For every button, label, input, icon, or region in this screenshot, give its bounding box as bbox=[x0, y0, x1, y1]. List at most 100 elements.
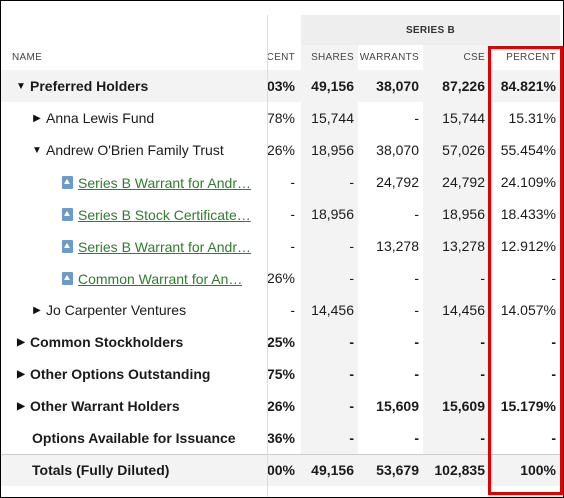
name-cell: Common Warrant for An… bbox=[1, 262, 267, 294]
row-totals: Totals (Fully Diluted) 00% 49,156 53,679… bbox=[1, 454, 563, 487]
row-preferred-holders[interactable]: ▼ Preferred Holders 03% 49,156 38,070 87,… bbox=[1, 70, 563, 102]
name-cell: Options Available for Issuance bbox=[1, 422, 267, 454]
percent-cell: 14.057% bbox=[500, 302, 556, 318]
row-label: Jo Carpenter Ventures bbox=[46, 302, 187, 318]
percent-prev-cell: 26% bbox=[267, 398, 295, 414]
row-jo-carpenter-ventures[interactable]: ▶ Jo Carpenter Ventures - 14,456 - 14,456… bbox=[1, 294, 563, 326]
percent-cell: 15.31% bbox=[508, 110, 556, 126]
row-label: Andrew O'Brien Family Trust bbox=[46, 142, 224, 158]
percent-prev-cell: 26% bbox=[267, 142, 295, 158]
name-cell: ▶ Common Stockholders bbox=[1, 326, 267, 358]
caret-right-icon[interactable]: ▶ bbox=[33, 305, 41, 317]
caret-right-icon[interactable]: ▶ bbox=[33, 113, 41, 125]
row-other-options-outstanding[interactable]: ▶ Other Options Outstanding 75% - - - - bbox=[1, 358, 563, 390]
caret-down-icon[interactable]: ▼ bbox=[16, 81, 26, 93]
percent-cell: 24.109% bbox=[500, 174, 556, 190]
shares-cell: - bbox=[301, 326, 358, 358]
row-label: Common Stockholders bbox=[30, 334, 184, 350]
warrants-cell: - bbox=[414, 302, 419, 318]
shares-cell: - bbox=[301, 422, 358, 454]
warrants-cell: - bbox=[414, 110, 419, 126]
document-upload-icon bbox=[62, 271, 73, 285]
cse-cell: 15,744 bbox=[423, 102, 489, 134]
warrants-cell: - bbox=[414, 334, 419, 350]
row-label: Preferred Holders bbox=[30, 78, 149, 94]
shares-cell: 15,744 bbox=[301, 102, 358, 134]
row-series-b-warrant-2: Series B Warrant for Andr… - - 13,278 13… bbox=[1, 230, 563, 262]
name-cell: ▶ Other Warrant Holders bbox=[1, 390, 267, 422]
shares-cell: - bbox=[301, 358, 358, 390]
cse-cell: 15,609 bbox=[423, 390, 489, 422]
security-link[interactable]: Series B Warrant for Andr… bbox=[78, 175, 251, 192]
percent-cell: - bbox=[551, 366, 556, 382]
caret-right-icon[interactable]: ▶ bbox=[17, 401, 25, 413]
percent-cell: 15.179% bbox=[500, 398, 556, 414]
shares-cell: 18,956 bbox=[301, 198, 358, 230]
warrants-cell: 15,609 bbox=[376, 398, 419, 414]
warrants-cell: - bbox=[414, 430, 419, 446]
row-series-b-stock-certificate: Series B Stock Certificate… - 18,956 - 1… bbox=[1, 198, 563, 230]
shares-cell: 49,156 bbox=[301, 455, 358, 486]
col-header-cse[interactable]: CSE bbox=[423, 45, 489, 70]
frozen-column-divider bbox=[267, 15, 268, 497]
security-link[interactable]: Series B Warrant for Andr… bbox=[78, 239, 251, 256]
row-common-stockholders[interactable]: ▶ Common Stockholders 25% - - - - bbox=[1, 326, 563, 358]
name-cell: ▶ Jo Carpenter Ventures bbox=[1, 294, 267, 326]
warrants-cell: 24,792 bbox=[376, 174, 419, 190]
col-header-percent[interactable]: PERCENT bbox=[506, 52, 556, 63]
percent-prev-cell: - bbox=[290, 302, 295, 318]
percent-prev-cell: 03% bbox=[267, 70, 301, 102]
shares-cell: - bbox=[301, 262, 358, 294]
row-other-warrant-holders[interactable]: ▶ Other Warrant Holders 26% - 15,609 15,6… bbox=[1, 390, 563, 422]
caret-right-icon[interactable]: ▶ bbox=[17, 337, 25, 349]
cse-cell: 57,026 bbox=[423, 134, 489, 166]
percent-prev-cell: 78% bbox=[267, 110, 295, 126]
col-header-name[interactable]: NAME bbox=[12, 52, 43, 63]
percent-prev-cell: - bbox=[290, 174, 295, 190]
cse-cell: 24,792 bbox=[423, 166, 489, 198]
security-link[interactable]: Common Warrant for An… bbox=[78, 271, 243, 288]
percent-cell: - bbox=[551, 270, 556, 286]
shares-cell: 14,456 bbox=[301, 294, 358, 326]
percent-prev-cell: 36% bbox=[267, 430, 295, 446]
warrants-cell: - bbox=[414, 206, 419, 222]
cse-cell: - bbox=[423, 422, 489, 454]
column-header-row: NAME CENT SHARES WARRANTS CSE PERCENT bbox=[1, 45, 563, 70]
shares-cell: 49,156 bbox=[301, 70, 358, 102]
shares-cell: - bbox=[301, 230, 358, 262]
warrants-cell: - bbox=[414, 270, 419, 286]
name-cell: ▶ Other Options Outstanding bbox=[1, 358, 267, 390]
document-upload-icon bbox=[62, 175, 73, 189]
cse-cell: - bbox=[423, 326, 489, 358]
row-andrew-obrien-family-trust[interactable]: ▼ Andrew O'Brien Family Trust 26% 18,956 … bbox=[1, 134, 563, 166]
shares-cell: 18,956 bbox=[301, 134, 358, 166]
percent-prev-cell: - bbox=[290, 238, 295, 254]
name-cell: ▶ Anna Lewis Fund bbox=[1, 102, 267, 134]
percent-cell: 12.912% bbox=[500, 238, 556, 254]
name-cell: ▼ Preferred Holders bbox=[1, 70, 267, 102]
col-header-percent-prev[interactable]: CENT bbox=[267, 52, 295, 63]
percent-prev-cell: 25% bbox=[267, 334, 295, 350]
series-b-group-header: SERIES B bbox=[301, 15, 560, 45]
cse-cell: 87,226 bbox=[423, 70, 489, 102]
name-cell: ▼ Andrew O'Brien Family Trust bbox=[1, 134, 267, 166]
row-anna-lewis-fund[interactable]: ▶ Anna Lewis Fund 78% 15,744 - 15,744 15.… bbox=[1, 102, 563, 134]
row-series-b-warrant-1: Series B Warrant for Andr… - - 24,792 24… bbox=[1, 166, 563, 198]
caret-right-icon[interactable]: ▶ bbox=[17, 369, 25, 381]
percent-cell: - bbox=[551, 334, 556, 350]
name-cell: Totals (Fully Diluted) bbox=[1, 455, 267, 486]
col-header-warrants[interactable]: WARRANTS bbox=[359, 52, 419, 63]
warrants-cell: 38,070 bbox=[376, 142, 419, 158]
security-link[interactable]: Series B Stock Certificate… bbox=[78, 207, 251, 224]
shares-cell: - bbox=[301, 166, 358, 198]
warrants-cell: 38,070 bbox=[358, 70, 423, 102]
col-header-shares[interactable]: SHARES bbox=[301, 45, 358, 70]
cse-cell: 18,956 bbox=[423, 198, 489, 230]
caret-down-icon[interactable]: ▼ bbox=[32, 145, 42, 157]
percent-cell: 100% bbox=[489, 455, 560, 486]
percent-cell: 84.821% bbox=[489, 70, 560, 102]
warrants-cell: 53,679 bbox=[358, 455, 423, 486]
row-common-warrant: Common Warrant for An… 26% - - - - bbox=[1, 262, 563, 294]
warrants-cell: - bbox=[414, 366, 419, 382]
